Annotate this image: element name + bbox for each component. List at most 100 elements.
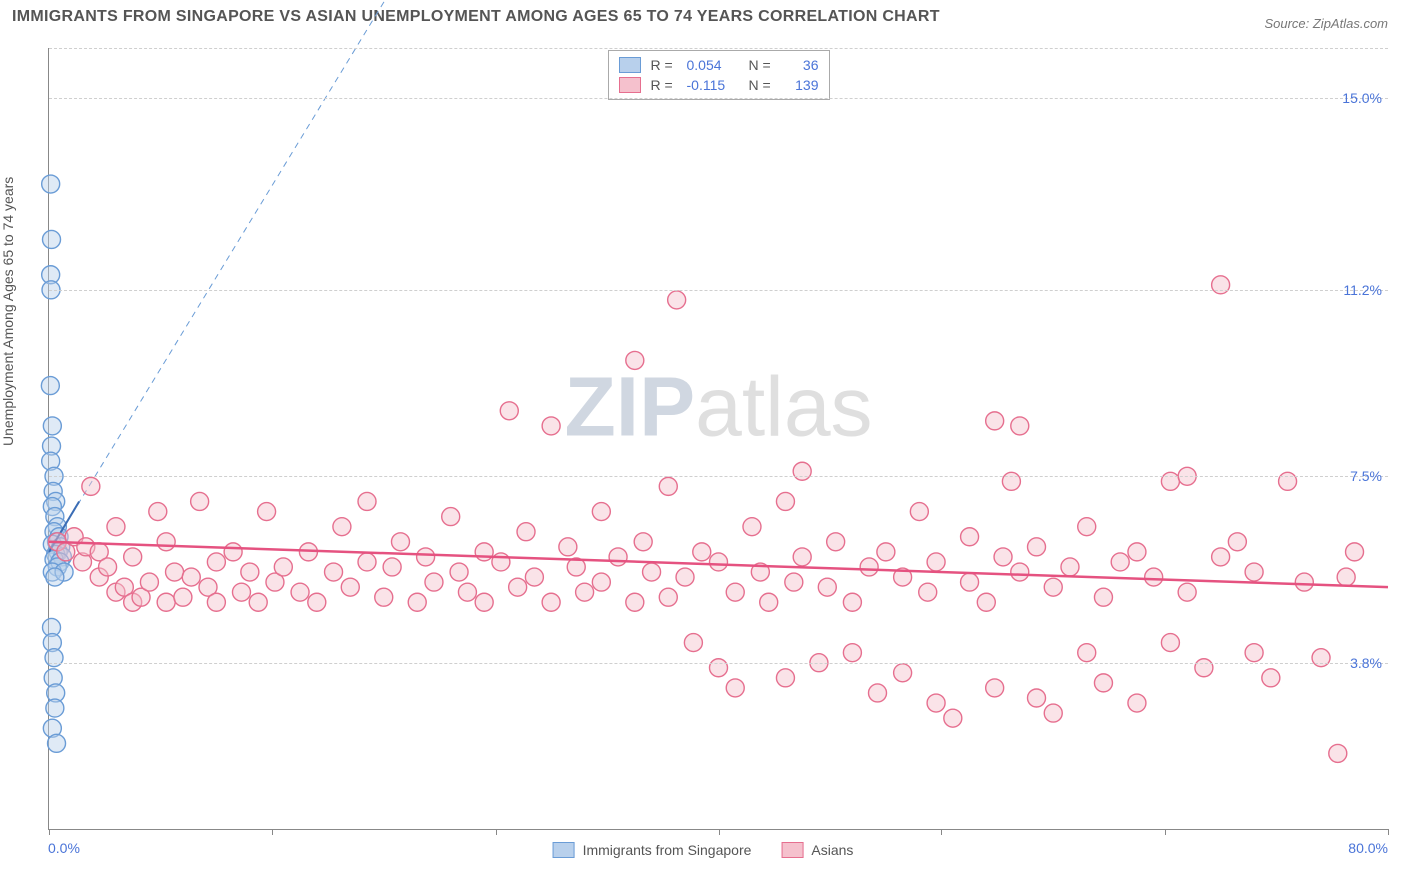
point-asians — [760, 593, 778, 611]
point-asians — [1111, 553, 1129, 571]
point-asians — [1337, 568, 1355, 586]
point-asians — [207, 553, 225, 571]
point-asians — [182, 568, 200, 586]
point-asians — [458, 583, 476, 601]
point-asians — [542, 593, 560, 611]
point-asians — [191, 492, 209, 510]
point-asians — [634, 533, 652, 551]
point-asians — [910, 503, 928, 521]
point-asians — [325, 563, 343, 581]
legend-item-asians: Asians — [781, 842, 853, 858]
point-asians — [1178, 583, 1196, 601]
y-tick-label: 7.5% — [1350, 468, 1382, 484]
point-asians — [1346, 543, 1364, 561]
point-asians — [626, 351, 644, 369]
n-value: 36 — [785, 57, 819, 73]
source-label: Source: ZipAtlas.com — [1264, 16, 1388, 31]
n-label: N = — [749, 77, 775, 93]
point-asians — [684, 634, 702, 652]
point-asians — [843, 644, 861, 662]
point-asians — [174, 588, 192, 606]
point-asians — [986, 412, 1004, 430]
point-asians — [961, 528, 979, 546]
gridline — [49, 48, 1388, 49]
point-asians — [869, 684, 887, 702]
x-min-label: 0.0% — [48, 840, 80, 856]
point-asians — [927, 553, 945, 571]
point-asians — [827, 533, 845, 551]
point-asians — [710, 659, 728, 677]
point-asians — [1262, 669, 1280, 687]
point-asians — [375, 588, 393, 606]
point-asians — [291, 583, 309, 601]
point-asians — [659, 477, 677, 495]
x-tick — [49, 829, 50, 835]
point-asians — [166, 563, 184, 581]
point-asians — [450, 563, 468, 581]
point-asians — [1078, 644, 1096, 662]
point-asians — [1078, 518, 1096, 536]
correlation-legend: R =0.054N =36R =-0.115N =139 — [608, 50, 830, 100]
point-asians — [1329, 744, 1347, 762]
point-asians — [961, 573, 979, 591]
point-asians — [140, 573, 158, 591]
point-asians — [517, 523, 535, 541]
point-asians — [793, 548, 811, 566]
point-asians — [149, 503, 167, 521]
x-tick — [1165, 829, 1166, 835]
point-asians — [1094, 588, 1112, 606]
point-asians — [1279, 472, 1297, 490]
point-asians — [525, 568, 543, 586]
point-asians — [509, 578, 527, 596]
point-asians — [82, 477, 100, 495]
chart-title: IMMIGRANTS FROM SINGAPORE VS ASIAN UNEMP… — [12, 8, 940, 26]
trendline-ext-singapore — [49, 0, 417, 552]
point-singapore — [45, 649, 63, 667]
point-asians — [1245, 644, 1263, 662]
x-tick — [719, 829, 720, 835]
y-tick-label: 15.0% — [1342, 90, 1382, 106]
point-asians — [944, 709, 962, 727]
point-asians — [843, 593, 861, 611]
point-asians — [609, 548, 627, 566]
x-tick — [1388, 829, 1389, 835]
gridline — [49, 98, 1388, 99]
point-asians — [383, 558, 401, 576]
point-asians — [232, 583, 250, 601]
y-axis-label: Unemployment Among Ages 65 to 74 years — [0, 177, 16, 446]
legend-row-singapore: R =0.054N =36 — [619, 55, 819, 75]
point-asians — [442, 508, 460, 526]
point-asians — [776, 492, 794, 510]
point-asians — [1044, 578, 1062, 596]
point-asians — [1195, 659, 1213, 677]
r-value: -0.115 — [687, 77, 739, 93]
point-asians — [391, 533, 409, 551]
point-asians — [1161, 472, 1179, 490]
point-asians — [258, 503, 276, 521]
point-singapore — [46, 699, 64, 717]
point-asians — [626, 593, 644, 611]
x-max-label: 80.0% — [1348, 840, 1388, 856]
point-asians — [542, 417, 560, 435]
point-asians — [1245, 563, 1263, 581]
point-asians — [659, 588, 677, 606]
point-singapore — [41, 377, 59, 395]
point-asians — [1011, 417, 1029, 435]
point-asians — [157, 533, 175, 551]
point-asians — [676, 568, 694, 586]
point-asians — [977, 593, 995, 611]
point-singapore — [43, 230, 61, 248]
point-asians — [333, 518, 351, 536]
point-asians — [1161, 634, 1179, 652]
legend-swatch — [781, 842, 803, 858]
point-asians — [1212, 276, 1230, 294]
point-asians — [308, 593, 326, 611]
point-asians — [743, 518, 761, 536]
point-singapore — [46, 568, 64, 586]
point-asians — [207, 593, 225, 611]
point-asians — [793, 462, 811, 480]
point-asians — [358, 492, 376, 510]
r-label: R = — [651, 77, 677, 93]
point-asians — [994, 548, 1012, 566]
point-asians — [785, 573, 803, 591]
